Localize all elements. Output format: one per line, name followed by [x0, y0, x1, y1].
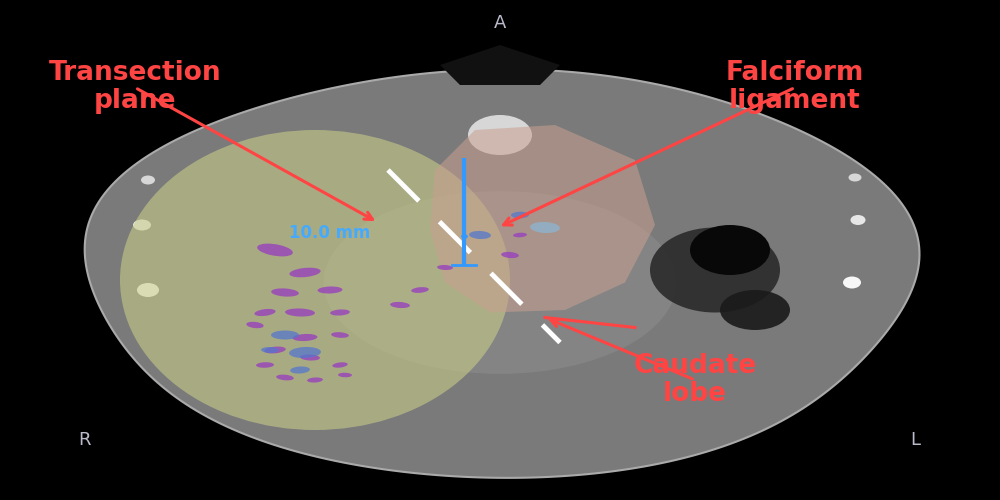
Ellipse shape	[271, 330, 299, 340]
Ellipse shape	[530, 222, 560, 233]
Ellipse shape	[246, 322, 264, 328]
Ellipse shape	[501, 252, 519, 258]
Text: A: A	[494, 14, 506, 32]
Ellipse shape	[289, 268, 321, 278]
Ellipse shape	[290, 366, 310, 374]
Ellipse shape	[318, 286, 342, 294]
Ellipse shape	[276, 374, 294, 380]
Ellipse shape	[254, 309, 276, 316]
Ellipse shape	[850, 215, 866, 225]
Text: 10.0 mm: 10.0 mm	[289, 224, 370, 242]
Ellipse shape	[437, 265, 453, 270]
Text: R: R	[79, 431, 91, 449]
Ellipse shape	[332, 362, 348, 368]
Ellipse shape	[390, 302, 410, 308]
Ellipse shape	[264, 346, 286, 354]
Ellipse shape	[690, 225, 770, 275]
Ellipse shape	[331, 332, 349, 338]
Ellipse shape	[468, 115, 532, 155]
Ellipse shape	[271, 288, 299, 296]
Ellipse shape	[261, 347, 279, 353]
Ellipse shape	[338, 372, 352, 378]
Ellipse shape	[289, 347, 321, 358]
Ellipse shape	[256, 362, 274, 368]
Polygon shape	[85, 70, 919, 478]
Ellipse shape	[324, 191, 676, 374]
Ellipse shape	[307, 378, 323, 382]
Ellipse shape	[137, 283, 159, 297]
Ellipse shape	[411, 287, 429, 293]
Ellipse shape	[141, 176, 155, 184]
Ellipse shape	[293, 334, 317, 341]
Polygon shape	[430, 125, 655, 312]
Ellipse shape	[285, 308, 315, 316]
Ellipse shape	[257, 244, 293, 256]
Ellipse shape	[469, 231, 491, 239]
Polygon shape	[440, 45, 560, 85]
Ellipse shape	[330, 310, 350, 316]
Ellipse shape	[848, 174, 862, 182]
Text: L: L	[910, 431, 920, 449]
Ellipse shape	[133, 220, 151, 230]
Ellipse shape	[650, 228, 780, 312]
Ellipse shape	[513, 232, 527, 237]
Text: Falciform
ligament: Falciform ligament	[726, 60, 864, 114]
Ellipse shape	[720, 290, 790, 330]
Ellipse shape	[300, 354, 320, 360]
Ellipse shape	[843, 276, 861, 288]
Ellipse shape	[120, 130, 510, 430]
Text: Caudate
lobe: Caudate lobe	[633, 353, 757, 407]
Ellipse shape	[511, 212, 529, 218]
Text: Transection
plane: Transection plane	[49, 60, 221, 114]
